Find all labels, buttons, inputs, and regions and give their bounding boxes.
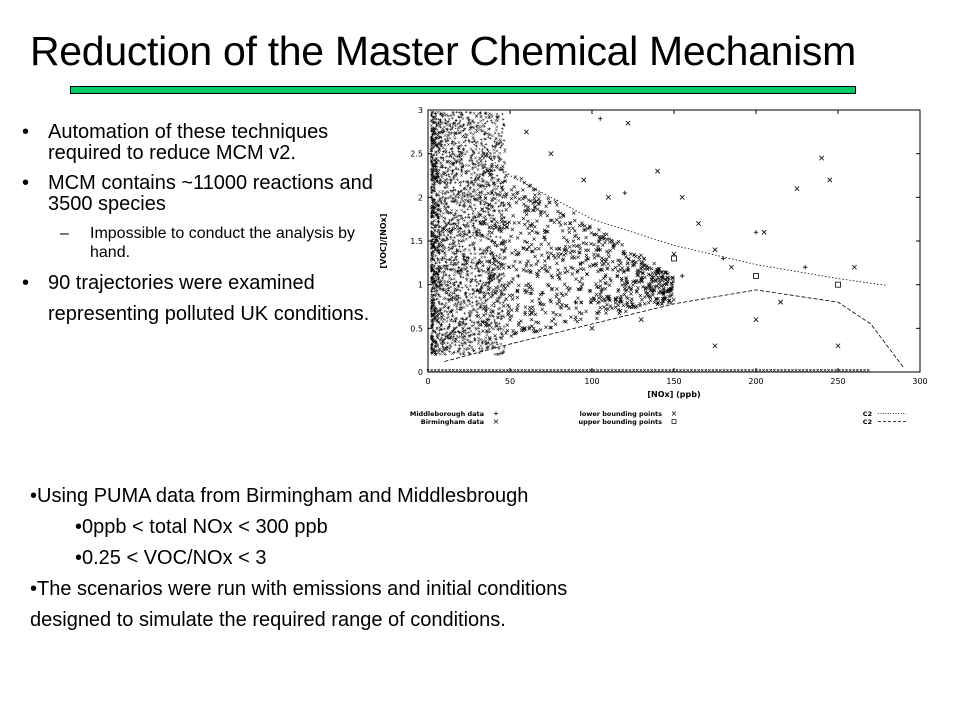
data-point-cross xyxy=(851,264,857,270)
data-point-cross xyxy=(753,317,759,323)
bullet-marker: • xyxy=(22,121,30,143)
legend-label: upper bounding points xyxy=(578,418,662,426)
data-point-plus xyxy=(475,230,480,235)
plot-frame xyxy=(427,109,921,373)
x-tick-label: 300 xyxy=(912,377,927,386)
curve-dashed xyxy=(444,289,904,368)
data-point-plus xyxy=(622,190,627,196)
data-point-cross xyxy=(605,194,611,200)
legend-symbol xyxy=(493,419,499,424)
data-point-plus xyxy=(598,116,603,121)
x-tick-label: 0 xyxy=(425,377,430,386)
data-point-cross xyxy=(794,186,800,192)
bullet-marker: • xyxy=(22,272,30,294)
data-point-cross xyxy=(728,264,734,270)
data-point-plus xyxy=(803,265,808,270)
y-tick-label: 1.5 xyxy=(410,237,423,246)
title-underline xyxy=(70,86,856,94)
legend-symbol xyxy=(494,411,498,416)
data-point-cross xyxy=(761,229,767,235)
data-point-cross xyxy=(827,177,833,183)
data-point-cross xyxy=(835,343,841,349)
bottom-notes: •Using PUMA data from Birmingham and Mid… xyxy=(30,481,567,636)
upper-bounding-point xyxy=(671,255,677,262)
data-point-cross xyxy=(548,151,554,157)
data-point-plus xyxy=(753,230,759,235)
data-point-cross xyxy=(712,343,718,349)
upper-bounding-point xyxy=(835,281,841,288)
x-tick-label: 100 xyxy=(584,377,599,386)
note-line: •0.25 < VOC/NOx < 3 xyxy=(75,547,267,569)
x-tick-label: 200 xyxy=(748,377,763,386)
x-tick-label: 150 xyxy=(666,377,681,386)
data-point-plus xyxy=(461,203,467,209)
bullet-text: MCM contains ~11000 reactions and 3500 s… xyxy=(48,172,373,215)
data-point-cross xyxy=(679,194,685,200)
legend-label: lower bounding points xyxy=(580,410,662,418)
data-point-cross xyxy=(523,129,529,135)
sub-bullet-marker: – xyxy=(60,225,69,242)
data-point-cross xyxy=(625,120,631,126)
x-axis-label: [NOx] (ppb) xyxy=(647,390,700,399)
zero-ratio-points xyxy=(426,368,870,372)
x-tick-label: 50 xyxy=(505,377,515,386)
bullet-item: • 90 trajectories were examined represen… xyxy=(22,268,382,330)
sub-bullet-text: Impossible to conduct the analysis by ha… xyxy=(90,225,356,261)
data-point-cross xyxy=(655,168,661,174)
note-line: designed to simulate the required range … xyxy=(30,609,506,631)
scatter-chart: 0 50 100 150 200 250 300 0 0.5 1 1.5 2 2.5 3 [NOx] (pp… xyxy=(379,106,928,426)
y-tick-label: 0 xyxy=(418,368,423,377)
x-tick-label: 250 xyxy=(830,377,845,386)
scattered-data xyxy=(475,154,676,342)
legend-label: Birmingham data xyxy=(421,418,484,426)
data-point-plus xyxy=(680,273,685,279)
note-line: •0ppb < total NOx < 300 ppb xyxy=(75,516,328,538)
bullet-text: Automation of these techniques required … xyxy=(48,121,329,164)
data-point-plus xyxy=(516,273,521,279)
y-tick-label: 0.5 xyxy=(410,324,423,333)
data-point-cross xyxy=(712,247,718,253)
data-point-cross xyxy=(696,221,702,227)
bullet-text: 90 trajectories were examined representi… xyxy=(48,272,370,325)
data-point-cross xyxy=(589,325,595,331)
y-tick-label: 2.5 xyxy=(410,150,423,159)
sub-bullet-item: – Impossible to conduct the analysis by … xyxy=(22,224,382,262)
slide-title: Reduction of the Master Chemical Mechani… xyxy=(30,28,856,74)
data-point-cross xyxy=(581,177,587,183)
y-tick-label: 3 xyxy=(418,106,423,115)
legend-symbol xyxy=(671,411,677,416)
data-point-plus xyxy=(491,256,496,261)
data-point-plus xyxy=(438,142,444,148)
legend-label: C2 xyxy=(863,410,872,418)
legend-symbol xyxy=(671,419,677,424)
y-tick-label: 1 xyxy=(418,281,423,290)
y-axis-label: [VOC]/[NOx] xyxy=(379,214,388,269)
dense-data-cluster xyxy=(429,110,507,356)
data-point-plus xyxy=(448,177,454,183)
data-point-cross xyxy=(778,299,784,305)
legend-label: Middleborough data xyxy=(410,410,484,418)
bullet-marker: • xyxy=(22,172,30,194)
data-point-plus xyxy=(573,299,578,305)
upper-bounding-point xyxy=(753,273,759,279)
curve-dotted xyxy=(444,118,888,286)
data-point-cross xyxy=(819,155,825,161)
legend-label: C2 xyxy=(863,418,872,426)
data-point-plus xyxy=(540,291,545,296)
bullet-list: • Automation of these techniques require… xyxy=(22,122,382,339)
note-line: •Using PUMA data from Birmingham and Mid… xyxy=(30,485,529,507)
note-line: •The scenarios were run with emissions a… xyxy=(30,578,568,600)
bullet-item: • Automation of these techniques require… xyxy=(22,122,382,164)
bullet-item: • MCM contains ~11000 reactions and 3500… xyxy=(22,173,382,215)
y-tick-label: 2 xyxy=(418,193,423,202)
data-point-cross xyxy=(638,317,644,323)
